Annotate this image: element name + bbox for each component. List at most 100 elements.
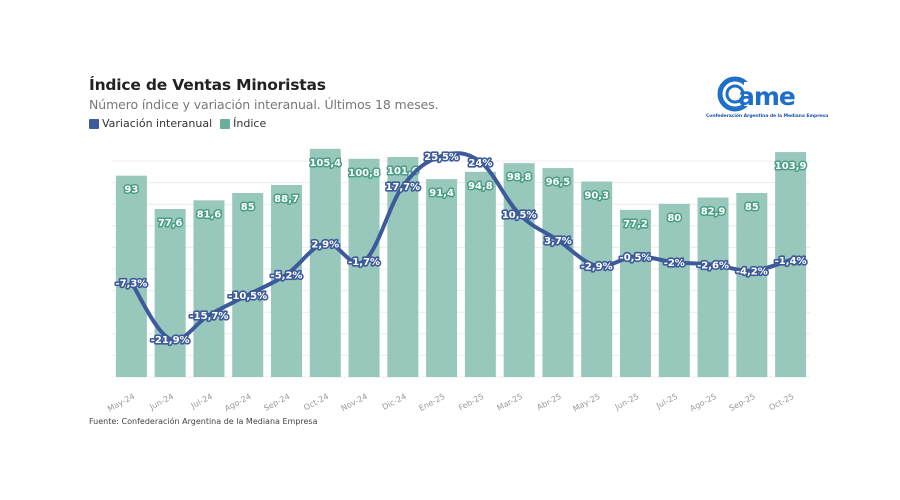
line-point[interactable] xyxy=(206,313,211,318)
bar-label: 77,6 xyxy=(158,218,183,229)
bar-label: 82,9 xyxy=(701,207,726,218)
x-tick-label: Jul-25 xyxy=(654,392,679,411)
bar-Jul-24[interactable] xyxy=(193,200,225,377)
legend-label-indice: Índice xyxy=(233,117,267,130)
line-label: -1,4% xyxy=(775,256,807,267)
bar-Jun-25[interactable] xyxy=(620,209,651,377)
bar-Oct-24[interactable] xyxy=(309,148,341,377)
line-point[interactable] xyxy=(517,211,522,216)
bar-Dic-24[interactable] xyxy=(387,157,419,377)
legend-label-variacion: Variación interanual xyxy=(102,117,213,130)
line-label: 2,9% xyxy=(311,239,339,250)
chart-title: Índice de Ventas Minoristas xyxy=(89,76,326,94)
x-tick-label: Sep-24 xyxy=(262,392,291,413)
bar-label: 81,6 xyxy=(197,209,222,220)
x-tick-label: May-24 xyxy=(106,392,136,414)
line-point[interactable] xyxy=(284,272,289,277)
legend: Variación interanual Índice xyxy=(89,117,266,130)
line-point[interactable] xyxy=(245,293,250,298)
bar-label: 85 xyxy=(745,202,759,213)
bar-Jun-24[interactable] xyxy=(154,208,186,377)
line-label: 24% xyxy=(468,158,492,169)
line-point[interactable] xyxy=(168,337,173,342)
came-logo-icon: ame xyxy=(717,76,796,112)
x-tick-label: Jun-25 xyxy=(613,392,641,412)
line-point[interactable] xyxy=(749,268,754,273)
line-label: -2,9% xyxy=(581,262,613,273)
bars xyxy=(115,148,807,377)
line-label: -7,3% xyxy=(115,279,147,290)
line-label: -2,6% xyxy=(697,261,729,272)
bar-label: 100,8 xyxy=(348,168,380,179)
line-label: 3,7% xyxy=(544,236,572,247)
x-tick-label: Dic-24 xyxy=(381,392,408,412)
line-point[interactable] xyxy=(400,184,405,189)
line-label: -4,2% xyxy=(736,267,768,278)
bar-label: 105,4 xyxy=(309,158,341,169)
line-series xyxy=(129,151,793,342)
chart-subtitle: Número índice y variación interanual. Úl… xyxy=(89,97,439,112)
line-point[interactable] xyxy=(633,254,638,259)
line-point[interactable] xyxy=(478,159,483,164)
line-point[interactable] xyxy=(711,262,716,267)
line-point[interactable] xyxy=(323,241,328,246)
line-point[interactable] xyxy=(555,238,560,243)
bar-Mar-25[interactable] xyxy=(503,163,535,377)
bar-Jul-25[interactable] xyxy=(658,203,690,377)
line-label: -21,9% xyxy=(151,335,190,346)
legend-item-indice[interactable]: Índice xyxy=(220,117,266,130)
x-tick-label: Mar-25 xyxy=(495,392,524,413)
x-axis-ticks: May-24 Jun-24 Jul-24 Ago-24 Sep-24 Oct-24 Nov-… xyxy=(106,392,795,414)
came-logo: ame xyxy=(716,74,816,126)
bar-Ago-25[interactable] xyxy=(697,197,729,377)
bar-Abr-25[interactable] xyxy=(542,168,574,377)
bar-label: 103,9 xyxy=(775,161,807,172)
bar-May-25[interactable] xyxy=(581,181,613,377)
bar-Nov-24[interactable] xyxy=(348,158,380,377)
line-point[interactable] xyxy=(788,257,793,262)
bar-label: 98,8 xyxy=(507,172,532,183)
x-tick-label: Sep-25 xyxy=(728,392,757,413)
line-label: 25,5% xyxy=(424,152,459,163)
line-label: 10,5% xyxy=(502,210,537,221)
bar-label: 96,5 xyxy=(546,177,571,188)
x-tick-label: Oct-24 xyxy=(302,392,330,413)
line-point[interactable] xyxy=(594,263,599,268)
line-point[interactable] xyxy=(439,154,444,159)
legend-swatch-indice xyxy=(220,118,231,129)
svg-text:ame: ame xyxy=(738,82,795,111)
bar-Ene-25[interactable] xyxy=(426,179,458,377)
x-tick-label: Oct-25 xyxy=(768,392,796,413)
line-point[interactable] xyxy=(362,259,367,264)
x-tick-label: Ago-25 xyxy=(688,392,718,413)
legend-swatch-variacion xyxy=(89,118,99,129)
bar-label: 93 xyxy=(124,185,138,196)
x-tick-label: Jun-24 xyxy=(147,392,175,412)
x-tick-label: Abr-25 xyxy=(535,392,563,412)
bar-label: 77,2 xyxy=(623,219,648,230)
bar-label: 90,3 xyxy=(584,191,609,202)
bar-label: 91,4 xyxy=(429,188,454,199)
x-tick-label: Nov-24 xyxy=(340,392,369,413)
x-tick-label: May-25 xyxy=(571,392,601,414)
line-label: -0,5% xyxy=(620,252,652,263)
line-label: -10,5% xyxy=(228,291,267,302)
bar-label: 85 xyxy=(241,202,255,213)
bar-May-24[interactable] xyxy=(115,175,147,377)
bar-Sep-25[interactable] xyxy=(736,192,768,377)
line-point[interactable] xyxy=(129,280,134,285)
bar-label: 88,7 xyxy=(274,194,299,205)
bar-label: 94,8 xyxy=(468,181,493,192)
bar-Feb-25[interactable] xyxy=(464,171,496,377)
line-label: 17,7% xyxy=(385,182,420,193)
bar-Ago-24[interactable] xyxy=(232,192,264,377)
line-labels: -7,3% -21,9% -15,7% -10,5% -5,2% 2,9% -1,7% 17,… xyxy=(114,150,808,347)
line-point[interactable] xyxy=(672,260,677,265)
x-tick-label: Jul-24 xyxy=(189,392,214,411)
gridlines xyxy=(112,160,810,378)
line-label: -15,7% xyxy=(190,311,229,322)
legend-item-variacion[interactable]: Variación interanual xyxy=(89,117,212,130)
line-label: -2% xyxy=(664,258,685,269)
